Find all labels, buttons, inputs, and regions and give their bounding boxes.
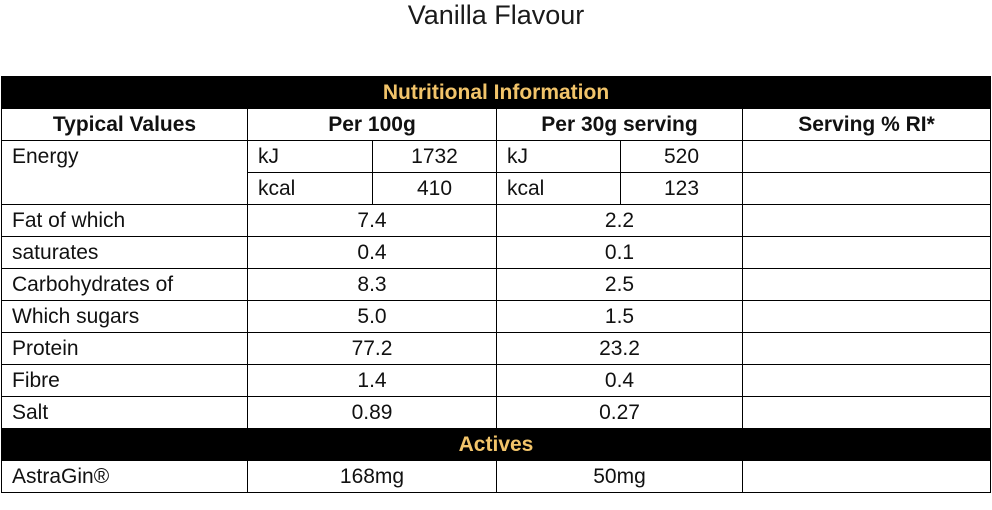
energy-kj-ri [741, 140, 992, 173]
row-per100: 0.4 [247, 236, 497, 269]
energy-kcal-per100: 410 [372, 172, 497, 205]
header-serving-ri: Serving % RI* [741, 108, 992, 141]
energy-kcal-unit-serving: kcal [496, 172, 621, 205]
column-header-row: Typical Values Per 100g Per 30g serving … [1, 108, 992, 141]
energy-kcal-ri [741, 172, 992, 205]
energy-kj-per30: 520 [620, 140, 743, 173]
row-label: Protein [1, 332, 248, 365]
row-label: Carbohydrates of [1, 268, 248, 301]
table-row: Carbohydrates of 8.3 2.5 [1, 268, 992, 301]
row-per100: 5.0 [247, 300, 497, 333]
row-per30: 0.1 [496, 236, 743, 269]
actives-section-title: Actives [0, 428, 992, 461]
nutrition-section-title: Nutritional Information [0, 76, 992, 109]
actives-section-header: Actives [0, 428, 992, 461]
energy-kcal-per30: 123 [620, 172, 743, 205]
row-per100: 0.89 [247, 396, 497, 429]
row-ri [741, 396, 992, 429]
row-per100: 77.2 [247, 332, 497, 365]
energy-kj-unit: kJ [247, 140, 373, 173]
energy-kj-unit-serving: kJ [496, 140, 621, 173]
row-ri [741, 204, 992, 237]
table-row: kcal 410 kcal 123 [2, 172, 992, 205]
table-row: Energy kJ 1732 kJ 520 [1, 140, 992, 205]
table-row: saturates 0.4 0.1 [1, 236, 992, 269]
active-per100: 168mg [247, 460, 497, 493]
row-per30: 1.5 [496, 300, 743, 333]
active-label: AstraGin® [1, 460, 248, 493]
header-typical-values: Typical Values [1, 108, 248, 141]
row-label: Which sugars [1, 300, 248, 333]
energy-kcal-unit: kcal [247, 172, 373, 205]
active-per30: 50mg [496, 460, 743, 493]
row-per30: 0.27 [496, 396, 743, 429]
table-row: Fibre 1.4 0.4 [1, 364, 992, 397]
row-per100: 8.3 [247, 268, 497, 301]
table-row: Protein 77.2 23.2 [1, 332, 992, 365]
row-label: Fat of which [1, 204, 248, 237]
row-per30: 2.2 [496, 204, 743, 237]
row-ri [741, 364, 992, 397]
page-title: Vanilla Flavour [407, 0, 585, 30]
nutrition-table: Nutritional Information Typical Values P… [0, 76, 992, 493]
table-row: AstraGin® 168mg 50mg [1, 460, 992, 493]
row-per30: 2.5 [496, 268, 743, 301]
row-label: saturates [1, 236, 248, 269]
row-ri [741, 332, 992, 365]
row-ri [741, 300, 992, 333]
row-ri [741, 268, 992, 301]
table-row: Which sugars 5.0 1.5 [1, 300, 992, 333]
table-row: Fat of which 7.4 2.2 [1, 204, 992, 237]
header-per-100g: Per 100g [247, 108, 497, 141]
row-per100: 7.4 [247, 204, 497, 237]
row-ri [741, 236, 992, 269]
row-per30: 0.4 [496, 364, 743, 397]
energy-kj-per100: 1732 [372, 140, 497, 173]
table-row: Salt 0.89 0.27 [1, 396, 992, 429]
nutrition-section-header: Nutritional Information [0, 76, 992, 109]
active-ri [741, 460, 992, 493]
header-per-30g: Per 30g serving [496, 108, 743, 141]
row-label: Fibre [1, 364, 248, 397]
row-per100: 1.4 [247, 364, 497, 397]
row-label: Salt [1, 396, 248, 429]
energy-label: Energy [1, 140, 248, 205]
row-per30: 23.2 [496, 332, 743, 365]
